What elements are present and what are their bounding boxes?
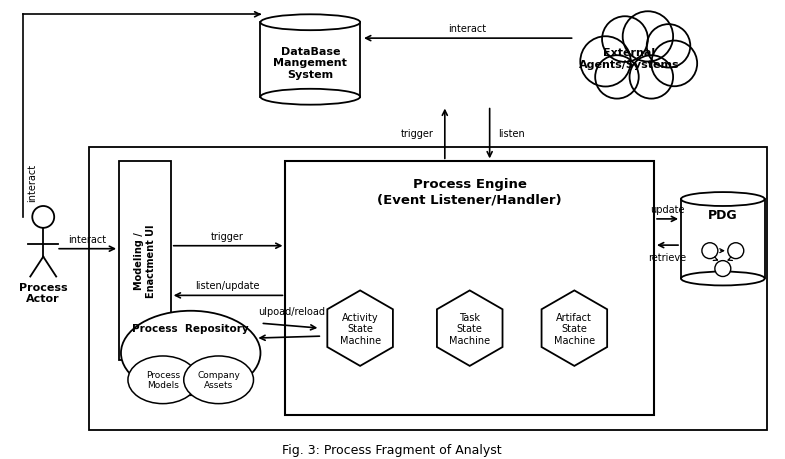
Text: Process
Models: Process Models [146, 370, 180, 390]
Circle shape [715, 261, 731, 277]
Ellipse shape [261, 90, 360, 106]
Text: Modeling /
Enactment UI: Modeling / Enactment UI [134, 224, 155, 298]
Circle shape [630, 56, 673, 100]
Ellipse shape [681, 272, 765, 286]
Text: Fig. 3: Process Fragment of Analyst: Fig. 3: Process Fragment of Analyst [282, 443, 502, 456]
Text: interact: interact [68, 234, 106, 244]
Ellipse shape [184, 356, 254, 404]
Polygon shape [327, 291, 393, 366]
Circle shape [602, 17, 648, 63]
Circle shape [32, 207, 54, 228]
Ellipse shape [605, 44, 663, 74]
Text: interact: interact [27, 164, 38, 202]
Text: Activity
State
Machine: Activity State Machine [340, 312, 381, 345]
Circle shape [728, 243, 743, 259]
Bar [89, 148, 767, 431]
Bar [119, 162, 171, 360]
Ellipse shape [681, 193, 765, 207]
Text: Process
Actor: Process Actor [19, 282, 68, 303]
Text: Task
State
Machine: Task State Machine [449, 312, 491, 345]
Text: Artifact
State
Machine: Artifact State Machine [553, 312, 595, 345]
Polygon shape [542, 291, 607, 366]
Circle shape [595, 56, 639, 100]
Polygon shape [261, 23, 360, 97]
Circle shape [580, 37, 630, 87]
Circle shape [702, 243, 717, 259]
Text: Company
Assets: Company Assets [197, 370, 240, 390]
Ellipse shape [261, 15, 360, 31]
Text: DataBase
Mangement
System: DataBase Mangement System [273, 47, 347, 80]
Polygon shape [681, 200, 765, 279]
Polygon shape [437, 291, 502, 366]
Text: trigger: trigger [211, 231, 244, 241]
Text: trigger: trigger [400, 129, 433, 139]
Text: retrieve: retrieve [648, 252, 686, 263]
Text: PDG: PDG [708, 209, 738, 222]
Bar [286, 162, 654, 414]
Circle shape [623, 12, 673, 62]
Ellipse shape [121, 311, 261, 395]
Text: Process Engine
(Event Listener/Handler): Process Engine (Event Listener/Handler) [378, 178, 562, 206]
Ellipse shape [128, 356, 198, 404]
Text: listen: listen [498, 129, 525, 139]
Circle shape [652, 41, 697, 87]
Text: External
Agents/Systems: External Agents/Systems [579, 48, 680, 70]
Text: update: update [650, 205, 685, 214]
Text: ulpoad/reload: ulpoad/reload [257, 307, 325, 317]
Text: interact: interact [447, 24, 486, 34]
Text: Process  Repository: Process Repository [133, 324, 249, 333]
Circle shape [647, 25, 690, 68]
Text: listen/update: listen/update [195, 281, 260, 291]
